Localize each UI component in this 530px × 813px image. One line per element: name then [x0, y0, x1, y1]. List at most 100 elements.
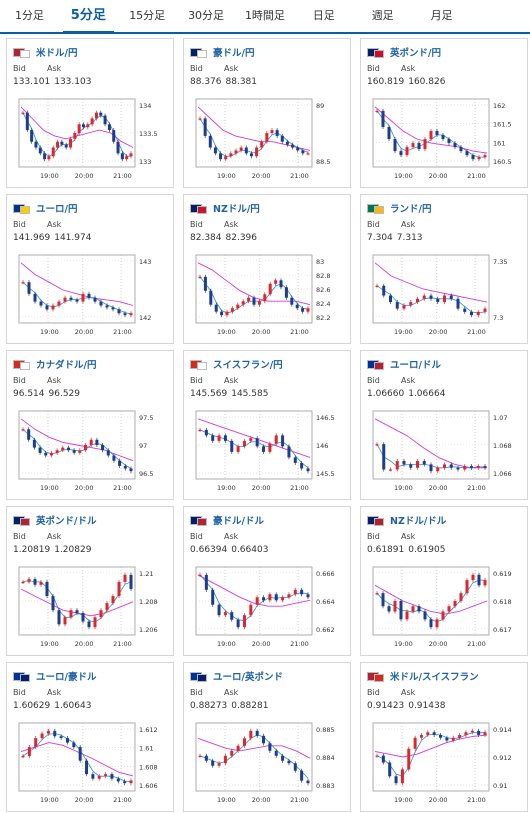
- candlestick-chart[interactable]: 89 88.5 19:00 20:00 21:00: [184, 91, 352, 187]
- rate-card[interactable]: カナダドル/円 Bid Ask 96.514 96.529 97.5 97 96.5 19…: [6, 350, 174, 500]
- price-values: 0.91423 0.91438: [367, 701, 449, 711]
- candlestick-chart[interactable]: 143 142 19:00 20:00 21:00: [7, 247, 175, 343]
- rate-card[interactable]: ランド/円 Bid Ask 7.304 7.313 7.35 7.3 19:00 20:0…: [360, 194, 528, 344]
- pair-link[interactable]: 豪ドル/円: [213, 48, 255, 59]
- candlestick-chart[interactable]: 1.612 1.61 1.608 1.606 19:00 20:00 21:00: [7, 715, 175, 811]
- candlestick-chart[interactable]: 1.07 1.068 1.066 19:00 20:00 21:00: [361, 403, 529, 499]
- tab-0[interactable]: 1分足: [14, 9, 44, 22]
- candle-body: [393, 601, 397, 612]
- candle-body: [242, 440, 246, 447]
- candle-body: [198, 118, 202, 120]
- x-tick-label: 19:00: [40, 796, 59, 804]
- ask-label: Ask: [401, 220, 416, 229]
- candle-body: [436, 467, 440, 472]
- candlestick-chart[interactable]: 134 133.5 133 19:00 20:00 21:00: [7, 91, 175, 187]
- bid-value: 7.304: [367, 233, 393, 243]
- ask-label: Ask: [47, 220, 62, 229]
- tab-1[interactable]: 5分足: [59, 0, 118, 34]
- ask-label: Ask: [224, 376, 239, 385]
- candle-body: [477, 157, 481, 160]
- candle-body: [411, 606, 415, 612]
- rate-card[interactable]: ユーロ/ドル Bid Ask 1.06660 1.06664 1.07 1.068 1.…: [360, 350, 528, 500]
- tab-5[interactable]: 日足: [312, 9, 335, 22]
- candle-body: [230, 612, 234, 620]
- moving-average-line: [197, 574, 311, 607]
- pair-link[interactable]: スイスフラン/円: [213, 360, 283, 371]
- rate-card[interactable]: ユーロ/英ポンド Bid Ask 0.88273 0.88281 0.885 0.88…: [183, 662, 351, 812]
- rate-card[interactable]: 米ドル/スイスフラン Bid Ask 0.91423 0.91438 0.914 0.…: [360, 662, 528, 812]
- rate-card[interactable]: ユーロ/豪ドル Bid Ask 1.60629 1.60643 1.612 1.61 1…: [6, 662, 174, 812]
- candle-body: [46, 730, 50, 734]
- candlestick-chart[interactable]: 146.5 146 145.5 19:00 20:00 21:00: [184, 403, 352, 499]
- candle-body: [459, 593, 463, 601]
- tab-2[interactable]: 15分足: [129, 9, 166, 22]
- candlestick-chart[interactable]: 0.885 0.884 0.883 19:00 20:00 21:00: [184, 715, 352, 811]
- ask-value: 141.974: [54, 233, 92, 243]
- pair-link[interactable]: 英ポンド/ドル: [36, 516, 97, 527]
- pair-link[interactable]: ユーロ/ドル: [390, 360, 441, 371]
- candle-body: [281, 435, 285, 447]
- candlestick-chart[interactable]: 1.21 1.208 1.206 19:00 20:00 21:00: [7, 559, 175, 655]
- pair-link[interactable]: ユーロ/英ポンド: [213, 672, 283, 683]
- candle-body: [116, 778, 120, 782]
- plot-frame: [18, 254, 136, 324]
- candle-body: [249, 438, 253, 441]
- candlestick-chart[interactable]: 162 161.5 161 160.5 19:00 20:00 21:00: [361, 91, 529, 187]
- price-values: 1.60629 1.60643: [13, 701, 95, 711]
- tab-6[interactable]: 週足: [371, 9, 394, 22]
- candle-body: [449, 464, 453, 468]
- rate-card[interactable]: 米ドル/円 Bid Ask 133.101 133.103 134 133.5 133 1…: [6, 38, 174, 188]
- candlestick-chart[interactable]: 0.914 0.912 0.91 19:00 20:00 21:00: [361, 715, 529, 811]
- candle-body: [27, 747, 31, 757]
- candle-body: [263, 294, 267, 302]
- candle-body: [75, 299, 79, 302]
- candlestick-chart[interactable]: 0.619 0.618 0.617 19:00 20:00 21:00: [361, 559, 529, 655]
- candlestick-chart[interactable]: 0.666 0.664 0.662 19:00 20:00 21:00: [184, 559, 352, 655]
- candle-body: [85, 760, 89, 775]
- pair-link[interactable]: 米ドル/円: [36, 48, 78, 59]
- candle-body: [402, 461, 406, 465]
- ask-value: 1.60643: [54, 701, 92, 711]
- candlestick-chart[interactable]: 83 82.8 82.6 82.4 82.2 19:00 20:00 21:00: [184, 247, 352, 343]
- rate-card[interactable]: NZドル/円 Bid Ask 82.384 82.396 83 82.8 82.6 82.…: [183, 194, 351, 344]
- currency-flag-icon: [190, 359, 207, 370]
- candlestick-chart[interactable]: 7.35 7.3 19:00 20:00 21:00: [361, 247, 529, 343]
- pair-link[interactable]: 豪ドル/ドル: [213, 516, 264, 527]
- pair-link[interactable]: カナダドル/円: [36, 360, 97, 371]
- bid-value: 145.569: [190, 389, 228, 399]
- candle-body: [483, 580, 487, 586]
- rate-card[interactable]: スイスフラン/円 Bid Ask 145.569 145.585 146.5 146 1…: [183, 350, 351, 500]
- price-values: 133.101 133.103: [13, 77, 95, 87]
- y-tick-label: 0.914: [493, 726, 512, 734]
- candlestick-chart[interactable]: 97.5 97 96.5 19:00 20:00 21:00: [7, 403, 175, 499]
- rate-card[interactable]: NZドル/ドル Bid Ask 0.61891 0.61905 0.619 0.618…: [360, 506, 528, 656]
- pair-link[interactable]: ランド/円: [390, 204, 432, 215]
- candle-body: [476, 466, 480, 468]
- bid-label: Bid: [367, 532, 380, 541]
- candle-body: [33, 579, 37, 585]
- bid-value: 82.384: [190, 233, 222, 243]
- candle-body: [419, 734, 423, 738]
- price-labels: Bid Ask: [13, 688, 81, 697]
- pair-link[interactable]: 英ポンド/円: [390, 48, 441, 59]
- candle-body: [34, 738, 38, 748]
- candle-body: [27, 429, 31, 440]
- pair-link[interactable]: NZドル/ドル: [390, 516, 447, 527]
- tab-3[interactable]: 30分足: [188, 9, 225, 22]
- candle-body: [27, 282, 31, 294]
- rate-card[interactable]: 英ポンド/円 Bid Ask 160.819 160.826 162 161.5 161…: [360, 38, 528, 188]
- tab-4[interactable]: 1時間足: [244, 9, 285, 22]
- pair-link[interactable]: 米ドル/スイスフラン: [390, 672, 479, 683]
- rate-card[interactable]: 豪ドル/ドル Bid Ask 0.66394 0.66403 0.666 0.664 0…: [183, 506, 351, 656]
- rate-card[interactable]: ユーロ/円 Bid Ask 141.969 141.974 143 142 19:00 2…: [6, 194, 174, 344]
- pair-link[interactable]: ユーロ/円: [36, 204, 78, 215]
- candle-body: [429, 464, 433, 472]
- rate-card[interactable]: 豪ドル/円 Bid Ask 88.376 88.381 89 88.5 19:00 20:…: [183, 38, 351, 188]
- rate-card[interactable]: 英ポンド/ドル Bid Ask 1.20819 1.20829 1.21 1.208 1…: [6, 506, 174, 656]
- candle-body: [106, 450, 110, 456]
- bid-label: Bid: [13, 532, 26, 541]
- pair-link[interactable]: NZドル/円: [213, 204, 260, 215]
- candle-body: [296, 147, 300, 151]
- tab-7[interactable]: 月足: [430, 9, 453, 22]
- pair-link[interactable]: ユーロ/豪ドル: [36, 672, 97, 683]
